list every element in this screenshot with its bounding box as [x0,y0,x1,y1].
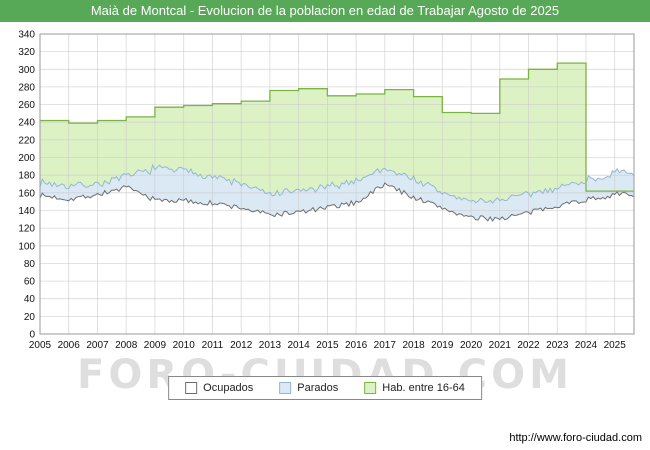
x-tick-label: 2009 [144,340,167,351]
x-tick-label: 2012 [230,340,253,351]
y-tick-label: 200 [18,153,35,164]
y-tick-label: 40 [24,294,36,305]
x-tick-label: 2011 [202,340,224,351]
y-tick-label: 260 [18,100,35,111]
hab-line [40,62,634,192]
x-tick-label: 2019 [431,340,454,351]
x-tick-label: 2021 [489,340,512,351]
x-tick-label: 2005 [29,340,52,351]
x-tick-label: 2014 [287,340,310,351]
ocupados-area [40,183,634,334]
y-tick-label: 160 [18,188,35,199]
x-tick-label: 2023 [546,340,569,351]
y-tick-label: 180 [18,171,35,182]
y-tick-label: 0 [29,330,35,341]
x-tick-label: 2022 [517,340,540,351]
y-tick-label: 220 [18,135,35,146]
y-tick-label: 280 [18,82,35,93]
y-tick-label: 20 [24,312,36,323]
parados-swatch-icon [279,382,292,394]
y-tick-label: 140 [18,206,35,217]
ocupados-line [39,182,635,222]
y-tick-label: 120 [18,224,35,235]
parados-line [39,163,635,204]
x-tick-label: 2020 [460,340,483,351]
legend-item-parados: Parados [279,382,338,394]
legend-label-hab: Hab. entre 16-64 [382,382,465,394]
y-tick-label: 240 [18,118,35,129]
ocupados-swatch-icon [185,382,198,394]
x-tick-label: 2007 [86,340,109,351]
x-tick-label: 2006 [58,340,81,351]
x-tick-label: 2024 [575,340,598,351]
y-tick-label: 340 [18,30,35,41]
hab-swatch-icon [364,382,377,394]
chart-title: Maià de Montcal - Evolucion de la poblac… [0,0,650,22]
x-tick-label: 2015 [316,340,339,351]
plot-border [39,33,635,335]
x-tick-label: 2018 [402,340,425,351]
population-area-chart: 0 20 40 60 80 100 120 140 160 180 200 220 240 260 280 3… [0,22,650,352]
x-tick-label: 2008 [115,340,138,351]
x-tick-label: 2016 [345,340,368,351]
foro-ciudad-link[interactable]: http://www.foro-ciudad.com [509,432,642,444]
x-tick-label: 2017 [374,340,397,351]
legend-item-ocupados: Ocupados [185,382,253,394]
x-tick-label: 2013 [259,340,282,351]
legend-item-hab: Hab. entre 16-64 [364,382,465,394]
legend-label-parados: Parados [297,382,339,394]
y-tick-label: 100 [18,241,35,252]
y-tick-label: 80 [24,259,36,270]
y-tick-label: 300 [18,65,35,76]
y-tick-label: 320 [18,47,35,58]
y-tick-label: 60 [24,277,36,288]
x-tick-label: 2010 [173,340,196,351]
x-tick-label: 2025 [604,340,627,351]
legend-label-ocupados: Ocupados [203,382,254,394]
chart-legend: Ocupados Parados Hab. entre 16-64 [168,376,482,400]
